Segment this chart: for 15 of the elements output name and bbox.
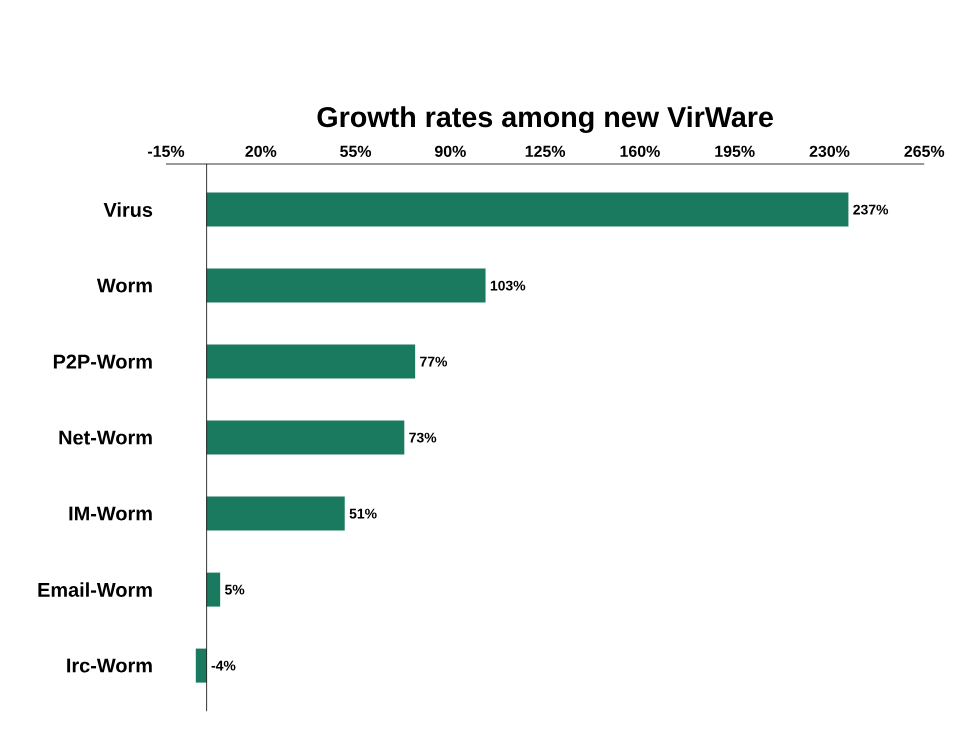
- y-tick-label: IM-Worm: [69, 506, 152, 521]
- bar: [206, 192, 849, 227]
- bar: [206, 496, 345, 531]
- bar: [206, 344, 416, 379]
- bar: [206, 268, 486, 303]
- y-tick-label: Email-Worm: [38, 582, 152, 597]
- y-tick-label: Worm: [96, 278, 152, 293]
- y-tick-label: P2P-Worm: [53, 354, 152, 369]
- y-tick-label: Irc-Worm: [67, 658, 152, 673]
- bar: [206, 420, 405, 455]
- y-tick-label: Virus: [103, 202, 153, 217]
- bar: [206, 572, 221, 607]
- chart-title: Growth rates among new VirWare: [317, 106, 773, 134]
- bar: [195, 648, 207, 683]
- y-tick-label: Net-Worm: [59, 430, 152, 445]
